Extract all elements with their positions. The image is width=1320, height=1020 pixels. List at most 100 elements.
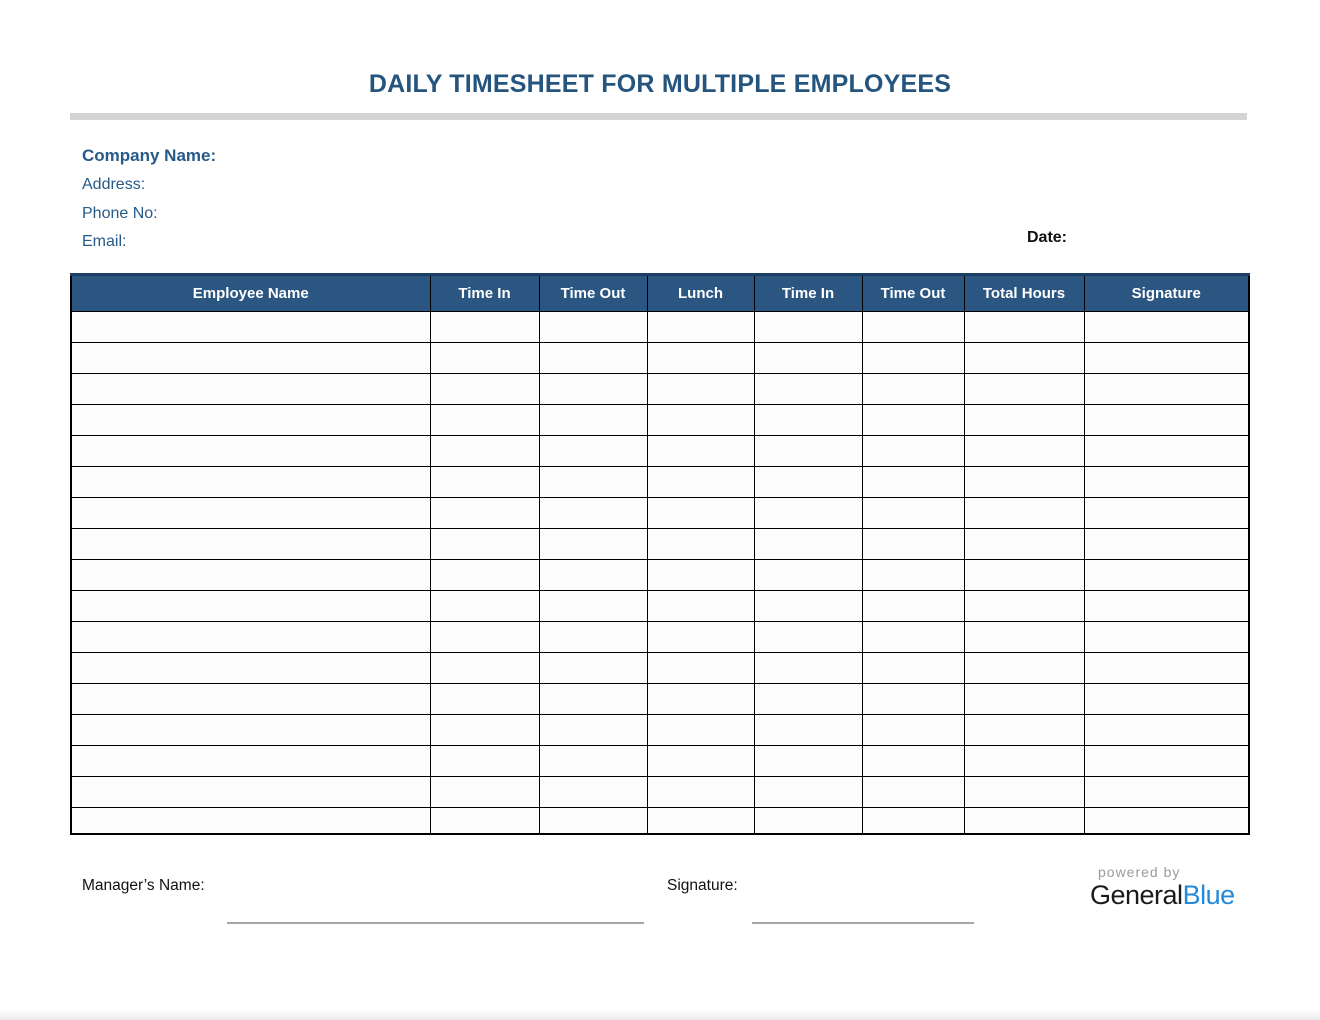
cell-employee-name[interactable] — [70, 559, 431, 591]
cell-time-in-2[interactable] — [753, 466, 863, 498]
cell-time-in-1[interactable] — [429, 652, 540, 684]
cell-time-out-1[interactable] — [538, 652, 648, 684]
cell-employee-name[interactable] — [70, 683, 431, 715]
cell-signature[interactable] — [1083, 652, 1250, 684]
cell-signature[interactable] — [1083, 776, 1250, 808]
cell-time-in-1[interactable] — [429, 745, 540, 777]
cell-time-out-1[interactable] — [538, 559, 648, 591]
cell-signature[interactable] — [1083, 559, 1250, 591]
cell-time-in-1[interactable] — [429, 714, 540, 746]
cell-time-in-2[interactable] — [753, 435, 863, 467]
cell-time-out-1[interactable] — [538, 311, 648, 343]
cell-time-out-2[interactable] — [861, 714, 965, 746]
cell-time-out-2[interactable] — [861, 435, 965, 467]
cell-time-out-2[interactable] — [861, 652, 965, 684]
cell-time-out-1[interactable] — [538, 342, 648, 374]
cell-lunch[interactable] — [646, 621, 755, 653]
cell-time-out-2[interactable] — [861, 466, 965, 498]
cell-signature[interactable] — [1083, 466, 1250, 498]
cell-signature[interactable] — [1083, 714, 1250, 746]
cell-time-in-2[interactable] — [753, 807, 863, 834]
cell-time-out-1[interactable] — [538, 807, 648, 834]
cell-time-in-1[interactable] — [429, 621, 540, 653]
cell-signature[interactable] — [1083, 497, 1250, 529]
cell-total-hours[interactable] — [963, 652, 1085, 684]
cell-time-out-2[interactable] — [861, 745, 965, 777]
cell-lunch[interactable] — [646, 745, 755, 777]
cell-total-hours[interactable] — [963, 435, 1085, 467]
cell-time-out-2[interactable] — [861, 807, 965, 834]
manager-name-field[interactable] — [227, 908, 644, 924]
cell-time-out-1[interactable] — [538, 776, 648, 808]
cell-total-hours[interactable] — [963, 404, 1085, 436]
cell-time-out-1[interactable] — [538, 435, 648, 467]
cell-employee-name[interactable] — [70, 466, 431, 498]
cell-employee-name[interactable] — [70, 621, 431, 653]
cell-lunch[interactable] — [646, 559, 755, 591]
cell-time-in-2[interactable] — [753, 621, 863, 653]
signature-field[interactable] — [752, 908, 974, 924]
cell-total-hours[interactable] — [963, 714, 1085, 746]
cell-employee-name[interactable] — [70, 342, 431, 374]
cell-time-out-2[interactable] — [861, 590, 965, 622]
cell-lunch[interactable] — [646, 683, 755, 715]
cell-time-out-2[interactable] — [861, 528, 965, 560]
cell-signature[interactable] — [1083, 435, 1250, 467]
cell-time-out-2[interactable] — [861, 404, 965, 436]
cell-time-out-1[interactable] — [538, 590, 648, 622]
cell-total-hours[interactable] — [963, 621, 1085, 653]
cell-employee-name[interactable] — [70, 435, 431, 467]
cell-employee-name[interactable] — [70, 373, 431, 405]
cell-lunch[interactable] — [646, 652, 755, 684]
cell-time-in-2[interactable] — [753, 559, 863, 591]
cell-time-out-2[interactable] — [861, 497, 965, 529]
cell-time-in-1[interactable] — [429, 683, 540, 715]
cell-employee-name[interactable] — [70, 590, 431, 622]
cell-lunch[interactable] — [646, 497, 755, 529]
cell-employee-name[interactable] — [70, 776, 431, 808]
cell-employee-name[interactable] — [70, 497, 431, 529]
cell-lunch[interactable] — [646, 373, 755, 405]
cell-signature[interactable] — [1083, 404, 1250, 436]
cell-signature[interactable] — [1083, 745, 1250, 777]
cell-time-out-1[interactable] — [538, 528, 648, 560]
cell-time-in-1[interactable] — [429, 528, 540, 560]
cell-total-hours[interactable] — [963, 807, 1085, 834]
cell-time-in-1[interactable] — [429, 373, 540, 405]
cell-total-hours[interactable] — [963, 373, 1085, 405]
cell-time-in-2[interactable] — [753, 311, 863, 343]
cell-time-in-1[interactable] — [429, 559, 540, 591]
cell-total-hours[interactable] — [963, 559, 1085, 591]
cell-time-in-2[interactable] — [753, 373, 863, 405]
cell-lunch[interactable] — [646, 590, 755, 622]
cell-lunch[interactable] — [646, 435, 755, 467]
cell-employee-name[interactable] — [70, 311, 431, 343]
cell-lunch[interactable] — [646, 776, 755, 808]
cell-time-in-1[interactable] — [429, 342, 540, 374]
cell-time-out-2[interactable] — [861, 621, 965, 653]
cell-lunch[interactable] — [646, 466, 755, 498]
cell-time-out-2[interactable] — [861, 776, 965, 808]
cell-time-in-2[interactable] — [753, 714, 863, 746]
cell-time-in-1[interactable] — [429, 776, 540, 808]
cell-signature[interactable] — [1083, 590, 1250, 622]
cell-time-in-1[interactable] — [429, 497, 540, 529]
cell-time-in-2[interactable] — [753, 404, 863, 436]
cell-total-hours[interactable] — [963, 497, 1085, 529]
cell-signature[interactable] — [1083, 373, 1250, 405]
cell-total-hours[interactable] — [963, 745, 1085, 777]
cell-time-out-1[interactable] — [538, 404, 648, 436]
cell-time-in-1[interactable] — [429, 404, 540, 436]
cell-total-hours[interactable] — [963, 528, 1085, 560]
cell-time-in-1[interactable] — [429, 590, 540, 622]
cell-employee-name[interactable] — [70, 528, 431, 560]
cell-time-in-2[interactable] — [753, 683, 863, 715]
cell-lunch[interactable] — [646, 528, 755, 560]
cell-time-in-2[interactable] — [753, 342, 863, 374]
cell-time-out-2[interactable] — [861, 311, 965, 343]
cell-time-in-2[interactable] — [753, 590, 863, 622]
cell-lunch[interactable] — [646, 311, 755, 343]
cell-total-hours[interactable] — [963, 776, 1085, 808]
cell-signature[interactable] — [1083, 311, 1250, 343]
cell-time-out-1[interactable] — [538, 466, 648, 498]
